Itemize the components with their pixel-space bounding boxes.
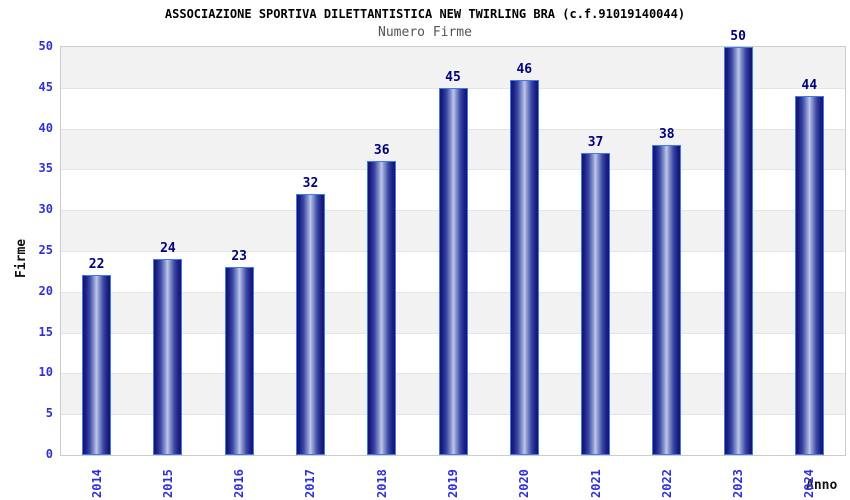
- y-tick-label: 45: [38, 79, 53, 94]
- bar-2017: [295, 193, 325, 455]
- y-tick-label: 20: [38, 283, 53, 298]
- bar-value-label: 46: [516, 61, 533, 77]
- bar-value-label: 44: [801, 77, 818, 93]
- bar-2022: [652, 144, 682, 455]
- bar-2020: [509, 79, 539, 455]
- bar-2019: [438, 87, 468, 455]
- y-tick-label: 35: [38, 161, 53, 176]
- x-tick-label-2024: 2024: [802, 469, 817, 498]
- x-tick-label-2014: 2014: [89, 469, 104, 498]
- y-tick-label: 25: [38, 243, 53, 257]
- bar-value-label: 45: [445, 69, 461, 85]
- y-tick-label: 0: [45, 447, 53, 461]
- bar-value-label: 50: [730, 29, 746, 44]
- bar-value-label: 36: [373, 143, 390, 159]
- x-tick-label-2020: 2020: [517, 469, 532, 498]
- chart-title: ASSOCIAZIONE SPORTIVA DILETTANTISTICA NE…: [164, 7, 686, 21]
- bar-2015: [153, 259, 183, 455]
- grid-band: [61, 47, 845, 88]
- x-tick-label-2021: 2021: [588, 469, 603, 498]
- y-tick-label: 30: [38, 202, 53, 217]
- x-tick-label-2018: 2018: [374, 469, 389, 498]
- x-tick-label-2023: 2023: [731, 469, 746, 498]
- x-tick-label-2017: 2017: [303, 469, 318, 498]
- bar-2014: [82, 275, 112, 455]
- chart-subtitle: Numero Firme: [378, 25, 472, 40]
- y-tick-label: 10: [38, 365, 53, 380]
- bar-value-label: 23: [231, 249, 247, 265]
- x-tick-label-2022: 2022: [659, 469, 674, 498]
- bar-2021: [581, 153, 611, 455]
- x-tick-label-2015: 2015: [160, 469, 175, 498]
- y-tick-label: 40: [38, 120, 53, 135]
- bar-2016: [224, 267, 254, 455]
- bar-value-label: 22: [88, 257, 105, 273]
- x-axis-title: Anno: [806, 478, 838, 493]
- bar-2024: [794, 95, 824, 455]
- bar-value-label: 32: [302, 175, 319, 191]
- x-tick-label-2019: 2019: [446, 469, 460, 498]
- x-tick-label-2016: 2016: [232, 469, 247, 498]
- bar-2018: [367, 161, 397, 455]
- y-tick-label: 5: [45, 406, 53, 421]
- y-tick-label: 50: [38, 39, 53, 53]
- bar-value-label: 24: [160, 241, 176, 257]
- bar-value-label: 38: [658, 126, 675, 142]
- y-tick-label: 15: [38, 324, 53, 339]
- bar-value-label: 37: [587, 135, 604, 151]
- bar-2023: [723, 47, 753, 455]
